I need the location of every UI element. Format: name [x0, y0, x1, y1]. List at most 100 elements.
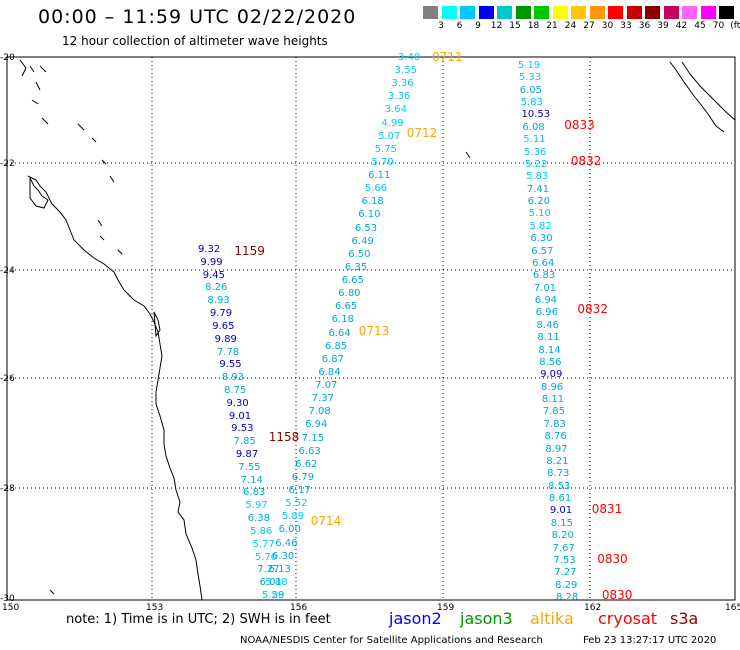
swh-label: 7.14 — [240, 474, 263, 486]
swh-label: 7.08 — [308, 406, 331, 418]
swh-label: 7.01 — [533, 282, 557, 294]
color-scale-swatch — [682, 6, 697, 19]
longitude-label: 165 — [725, 603, 740, 613]
swh-label: 6.83 — [243, 487, 266, 499]
color-scale-swatch — [423, 6, 438, 19]
swh-label: 5.58 — [262, 590, 285, 601]
swh-label: 5.70 — [254, 551, 278, 563]
swh-label: 6.62 — [295, 458, 318, 470]
swh-label: 6.18 — [331, 314, 354, 326]
longitude-label: 153 — [146, 603, 164, 613]
color-scale-label: 9 — [475, 21, 481, 31]
swh-label: 6.46 — [275, 537, 298, 549]
swh-label: 9.01 — [228, 410, 252, 422]
swh-label: 6.65 — [341, 275, 364, 287]
swh-label: 7.41 — [526, 183, 550, 195]
swh-label: 6.30 — [530, 233, 553, 245]
legend-item-s3a: s3a — [670, 609, 699, 628]
color-scale-swatch — [626, 6, 642, 19]
swh-label: 5.36 — [524, 146, 547, 158]
color-scale-swatch — [515, 6, 531, 19]
pass-time-label: 1159 — [234, 244, 265, 258]
swh-label: 6.10 — [358, 209, 381, 221]
swh-label: 8.53 — [548, 480, 571, 492]
pass-time-label: 0830 — [597, 552, 628, 566]
legend-item-jason2: jason2 — [389, 609, 442, 628]
latitude-label: -26 — [0, 374, 15, 384]
color-scale-swatch — [441, 6, 457, 19]
color-scale-label: 21 — [546, 21, 558, 31]
swh-label: 7.15 — [301, 432, 325, 444]
footer-note: note: 1) Time is in UTC; 2) SWH is in fe… — [66, 612, 331, 627]
swh-label: 5.86 — [250, 525, 273, 537]
legend-item-cryosat: cryosat — [598, 609, 658, 628]
pass-time-label: 0831 — [591, 502, 623, 516]
swh-label: 9.45 — [202, 269, 225, 281]
color-scale-swatch — [663, 6, 679, 19]
swh-label: 6.96 — [535, 307, 558, 319]
swh-label: 5.97 — [245, 500, 268, 512]
swh-label: 6.49 — [351, 235, 374, 247]
swh-label: 6.79 — [291, 471, 315, 483]
swh-label: 6.35 — [344, 261, 368, 273]
swh-label: 9.65 — [212, 320, 235, 332]
swh-label: 9.09 — [540, 369, 563, 381]
color-scale-swatch — [497, 6, 512, 19]
color-scale-label: 36 — [638, 21, 651, 31]
pass-time-label: 0712 — [406, 126, 438, 140]
color-scale-swatch — [589, 6, 605, 19]
swh-label: 6.85 — [325, 340, 348, 352]
swh-label: 6.94 — [305, 419, 328, 431]
swh-label: 8.93 — [207, 295, 230, 307]
swh-label: 6.20 — [527, 196, 550, 208]
swh-label: 5.52 — [285, 498, 308, 510]
swh-label: 4.99 — [381, 117, 404, 129]
swh-label: 6.13 — [268, 563, 291, 575]
swh-label: 5.19 — [518, 60, 541, 71]
latitude-label: -20 — [0, 53, 15, 63]
swh-label: 6.64 — [328, 327, 351, 339]
swh-label: 6.65 — [334, 301, 358, 313]
legend-item-altika: altika — [530, 609, 574, 628]
swh-label: 5.75 — [374, 143, 398, 155]
color-scale-label: 6 — [456, 21, 463, 31]
swh-label: 8.20 — [551, 530, 574, 542]
swh-label: 9.55 — [219, 359, 242, 371]
color-scale-label: 12 — [490, 21, 503, 31]
color-scale-swatch — [460, 6, 475, 19]
swh-label: 9.01 — [549, 505, 573, 517]
swh-label: 5.29 — [262, 590, 285, 601]
swh-label: 8.76 — [544, 431, 567, 443]
swh-label: 7.85 — [542, 406, 565, 418]
graticule — [7, 57, 735, 600]
color-scale-swatch — [700, 6, 716, 19]
pass-time-label: 0714 — [310, 514, 342, 528]
swh-label: 8.56 — [539, 356, 562, 368]
swh-label: 5.82 — [529, 220, 552, 232]
swh-label: 6.57 — [531, 245, 554, 257]
pass-time-label: 0713 — [358, 324, 390, 338]
pass-time-label: 0830 — [601, 588, 633, 602]
swh-label: 9.53 — [231, 423, 254, 435]
coastline — [19, 59, 736, 601]
swh-label: 5.07 — [378, 130, 401, 142]
swh-label: 5.89 — [281, 511, 305, 523]
swh-label: 7.07 — [315, 380, 338, 392]
swh-label: 5.10 — [528, 208, 551, 220]
color-scale-unit: (ft) — [730, 21, 740, 31]
swh-label: 9.89 — [214, 333, 237, 345]
swh-label: 5.33 — [518, 72, 542, 84]
swh-label: 9.87 — [235, 449, 259, 461]
swh-label: 5.83 — [525, 171, 549, 183]
swh-label: 6.84 — [318, 366, 341, 378]
swh-label: 8.61 — [548, 493, 572, 505]
swh-label: 6.01 — [259, 577, 282, 589]
color-scale-label: 70 — [712, 21, 725, 31]
swh-label: 6.00 — [278, 524, 301, 536]
color-scale-label: 39 — [657, 21, 669, 31]
swh-label: 8.29 — [555, 579, 578, 591]
swh-label: 7.67 — [552, 542, 575, 554]
color-scale-label: 33 — [620, 21, 632, 31]
